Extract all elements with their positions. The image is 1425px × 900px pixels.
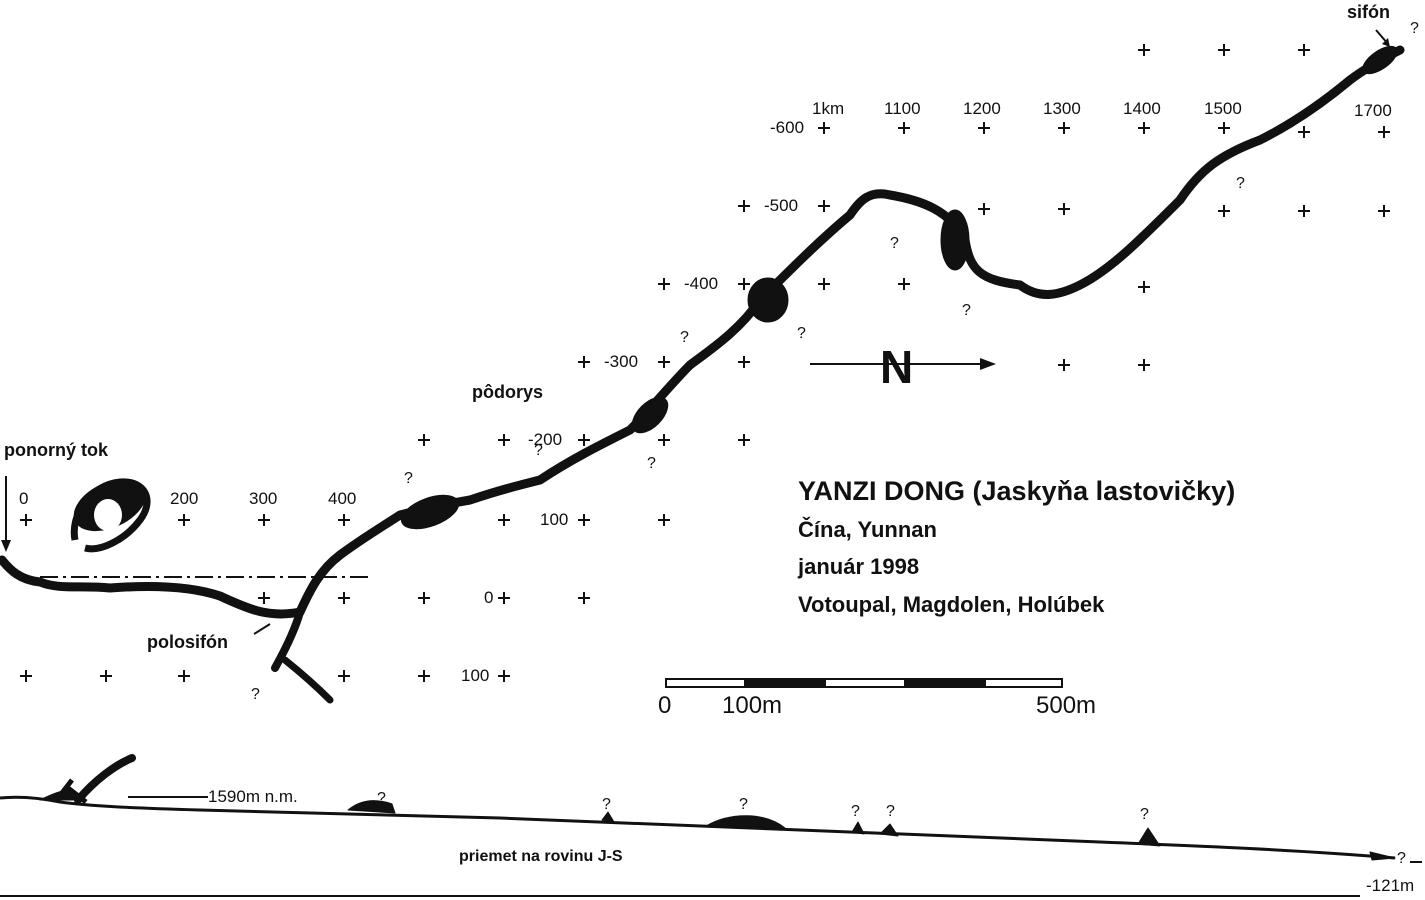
label-plan-view: pôdorys — [472, 382, 544, 402]
unexplored-mark: ? — [534, 442, 543, 459]
map-title: YANZI DONG (Jaskyňa lastovičky) — [798, 476, 1236, 506]
label-half-siphon: polosifón — [147, 632, 228, 652]
map-location: Čína, Yunnan — [798, 517, 937, 542]
label-sinkhole-inflow: ponorný tok — [4, 440, 108, 460]
north-letter: N — [880, 341, 914, 393]
unexplored-mark: ? — [851, 803, 860, 820]
unexplored-mark: ? — [886, 803, 895, 820]
distance-tick: 200 — [170, 489, 199, 508]
unexplored-mark: ? — [377, 790, 386, 807]
grid-value: 0 — [484, 588, 494, 607]
unexplored-mark: ? — [680, 329, 689, 346]
unexplored-mark: ? — [404, 470, 413, 487]
distance-tick: 1500 — [1204, 99, 1242, 118]
map-date: január 1998 — [798, 554, 920, 579]
grid-value: -200 — [528, 430, 563, 449]
label-altitude: 1590m n.m. — [208, 787, 298, 806]
unexplored-mark: ? — [647, 455, 656, 472]
distance-tick: 1200 — [963, 99, 1001, 118]
grid-value: 100 — [540, 510, 569, 529]
cave-plan-passage — [0, 45, 1405, 704]
profile-entrance — [74, 754, 136, 804]
distance-tick: 1400 — [1123, 99, 1161, 118]
distance-tick: 1300 — [1043, 99, 1081, 118]
cave-profile — [0, 790, 1396, 861]
distance-tick: 0 — [19, 489, 29, 508]
map-authors: Votoupal, Magdolen, Holúbek — [798, 592, 1105, 617]
label-profile: priemet na rovinu J-S — [459, 848, 623, 865]
distance-tick: 300 — [249, 489, 278, 508]
unexplored-mark: ? — [739, 796, 748, 813]
label-depth: -121m — [1366, 876, 1415, 895]
distance-tick: 400 — [328, 489, 357, 508]
unexplored-mark: ? — [890, 235, 899, 252]
cave-plan-loop — [70, 478, 151, 553]
scale-bar — [665, 678, 1063, 688]
unexplored-mark: ? — [602, 796, 611, 813]
scale-mid: 100m — [722, 692, 783, 719]
grid-crosses — [20, 44, 1390, 682]
grid-value: -300 — [604, 352, 639, 371]
scale-end: 500m — [1036, 692, 1097, 719]
scale-start: 0 — [658, 692, 672, 719]
distance-tick: 1100 — [884, 99, 921, 118]
unexplored-mark: ? — [1236, 175, 1245, 192]
unexplored-mark: ? — [1140, 806, 1149, 823]
unexplored-mark: ? — [1410, 20, 1419, 37]
grid-value: -600 — [770, 118, 805, 137]
distance-tick: 1700 — [1354, 101, 1392, 120]
label-siphon: sifón — [1347, 2, 1390, 22]
unexplored-mark: ? — [1397, 850, 1406, 867]
unexplored-mark: ? — [962, 302, 971, 319]
distance-tick: 1km — [812, 99, 845, 118]
unexplored-mark: ? — [797, 325, 806, 342]
grid-value: 100 — [461, 666, 490, 685]
unexplored-mark: ? — [251, 686, 260, 703]
grid-value: -400 — [684, 274, 719, 293]
half-siphon-pointer — [253, 623, 271, 635]
grid-value: -500 — [764, 196, 799, 215]
